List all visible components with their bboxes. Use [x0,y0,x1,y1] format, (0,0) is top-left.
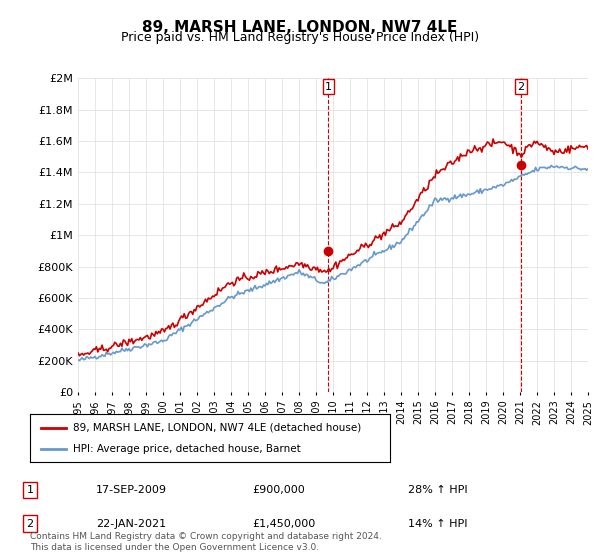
Text: 2: 2 [517,82,524,91]
Text: HPI: Average price, detached house, Barnet: HPI: Average price, detached house, Barn… [73,444,301,454]
Text: Price paid vs. HM Land Registry's House Price Index (HPI): Price paid vs. HM Land Registry's House … [121,31,479,44]
Text: 28% ↑ HPI: 28% ↑ HPI [408,485,467,495]
Text: 1: 1 [325,82,332,91]
Text: 22-JAN-2021: 22-JAN-2021 [96,519,166,529]
Text: £1,450,000: £1,450,000 [252,519,315,529]
Text: £900,000: £900,000 [252,485,305,495]
Text: 89, MARSH LANE, LONDON, NW7 4LE: 89, MARSH LANE, LONDON, NW7 4LE [142,20,458,35]
Text: 2: 2 [26,519,34,529]
Text: Contains HM Land Registry data © Crown copyright and database right 2024.
This d: Contains HM Land Registry data © Crown c… [30,532,382,552]
Text: 1: 1 [26,485,34,495]
Text: 14% ↑ HPI: 14% ↑ HPI [408,519,467,529]
Text: 89, MARSH LANE, LONDON, NW7 4LE (detached house): 89, MARSH LANE, LONDON, NW7 4LE (detache… [73,423,361,433]
Text: 17-SEP-2009: 17-SEP-2009 [96,485,167,495]
